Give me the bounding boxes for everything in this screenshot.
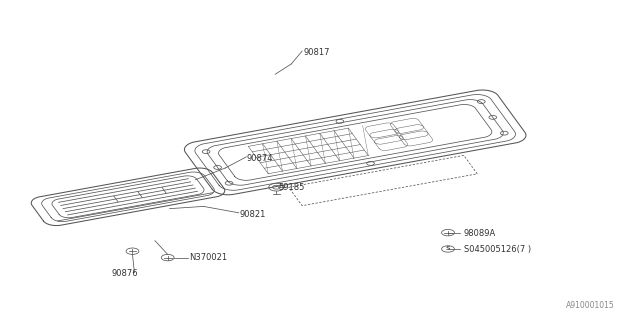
Text: 98089A: 98089A — [464, 229, 496, 238]
Text: 90876: 90876 — [112, 269, 139, 278]
Text: S045005126(7 ): S045005126(7 ) — [464, 245, 531, 254]
Text: A910001015: A910001015 — [566, 301, 614, 310]
Text: 59185: 59185 — [278, 183, 305, 192]
Text: 90821: 90821 — [240, 210, 266, 219]
Text: 90817: 90817 — [304, 48, 330, 57]
Text: N370021: N370021 — [189, 253, 227, 262]
Text: S: S — [445, 246, 451, 252]
Text: 90874: 90874 — [246, 154, 273, 163]
